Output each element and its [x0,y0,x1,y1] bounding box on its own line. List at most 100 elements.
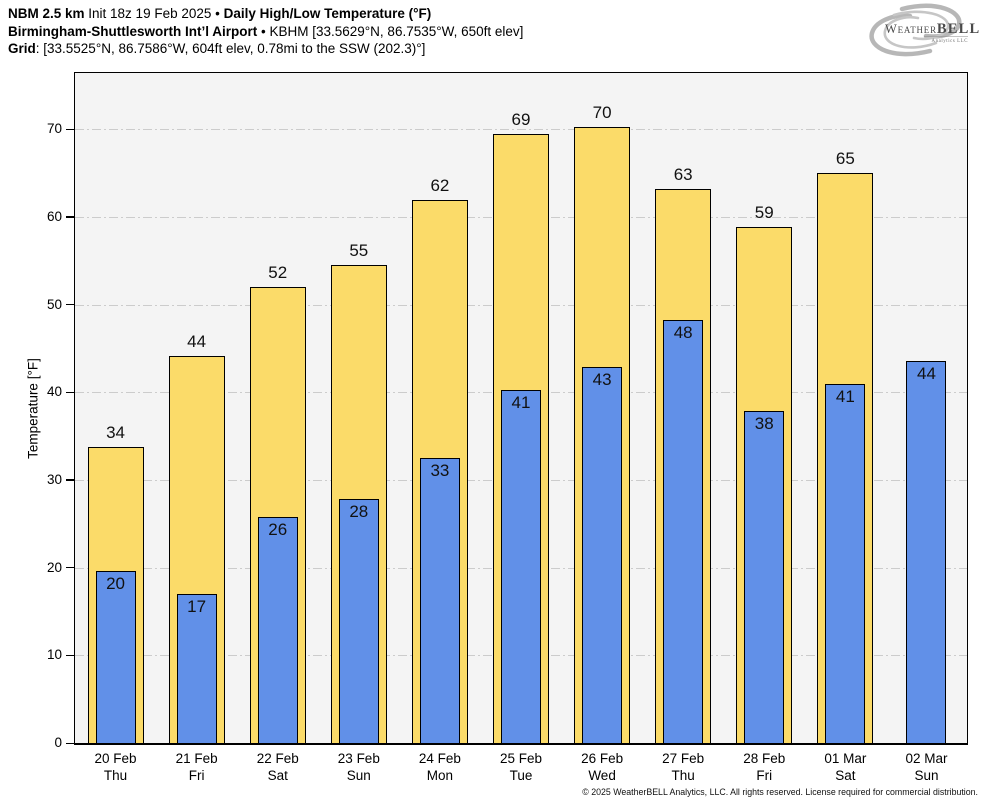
y-tick-label: 30 [46,471,62,487]
x-axis-date: 27 Feb [662,751,705,766]
bar-low [582,366,623,743]
low-value-label: 44 [916,363,936,383]
x-axis-day: Fri [188,768,205,783]
weatherbell-logo: WeatherBELL Analytics LLC [862,2,980,58]
x-axis-date: 02 Mar [905,751,948,766]
x-axis-day: Sat [835,768,856,783]
x-axis-day: Sat [267,768,288,783]
y-tick-mark [66,391,74,393]
low-value-label: 41 [835,387,855,407]
bar-low [338,499,379,743]
high-value-label: 59 [754,203,774,223]
high-value-label: 69 [511,110,531,130]
y-tick-label: 60 [46,208,62,224]
x-axis-label: 20 Feb Thu [75,750,157,784]
x-axis-day: Sun [346,768,371,783]
low-value-label: 33 [430,461,450,480]
init-time: Init 18z 19 Feb 2025 • [84,6,224,21]
x-axis-label: 23 Feb Sun [318,750,400,784]
bar-low [95,571,136,743]
x-axis-date: 21 Feb [175,751,218,766]
x-axis-day: Mon [426,768,454,783]
y-tick-label: 50 [46,296,62,312]
high-value-label: 70 [592,102,612,122]
low-value-label: 17 [187,596,207,616]
x-axis-day: Thu [671,768,695,783]
header-line-3: Grid: [33.5525°N, 86.7586°W, 604ft elev,… [8,40,523,58]
high-value-label: 44 [187,332,207,352]
x-axis-date: 26 Feb [581,751,624,766]
logo-subtext: Analytics LLC [932,39,968,44]
y-tick-mark [66,567,74,569]
x-axis-date: 23 Feb [337,751,380,766]
grid-details: : [33.5525°N, 86.7586°W, 604ft elev, 0.7… [35,41,426,56]
station-name: Birmingham-Shuttlesworth Int’l Airport [8,23,258,39]
x-axis-label: 25 Feb Tue [480,750,562,784]
x-axis-label: 02 Mar Sun [885,750,967,784]
product-title: Daily High/Low Temperature (°F) [223,6,432,21]
x-axis-label: 24 Feb Mon [399,750,481,784]
high-value-label: 65 [835,148,855,168]
y-tick-mark [66,742,74,744]
x-axis-date: 01 Mar [824,751,867,766]
y-tick-mark [66,216,74,218]
high-value-label: 34 [106,422,125,442]
high-value-label: 52 [268,262,288,282]
low-value-label: 28 [349,502,369,522]
y-tick-label: 20 [46,559,62,575]
y-tick-mark [66,654,74,657]
x-axis-label: 21 Feb Fri [156,750,238,784]
x-axis-label: 28 Feb Fri [723,750,805,784]
x-axis-label: 01 Mar Sat [804,750,886,784]
low-value-label: 48 [673,323,693,343]
x-axis-day: Fri [756,768,773,783]
low-value-label: 38 [754,413,774,433]
x-axis-day: Sun [914,768,939,783]
x-axis-label: 26 Feb Wed [561,750,643,784]
y-tick-mark [66,128,74,130]
bar-low [501,389,541,743]
y-tick-mark [66,304,74,306]
x-axis-day: Tue [509,768,533,783]
x-axis-day: Thu [103,768,128,783]
bar-low [663,320,704,743]
x-axis-label: 27 Feb Thu [642,750,724,784]
low-value-label: 43 [592,369,612,389]
header-line-2: Birmingham-Shuttlesworth Int’l Airport •… [8,23,523,41]
grid-label: Grid [8,41,36,56]
chart-header: NBM 2.5 km Init 18z 19 Feb 2025 • Daily … [8,5,523,58]
bar-low [744,410,785,743]
x-axis-date: 22 Feb [256,751,299,766]
hurricane-swirl-icon: WeatherBELL Analytics LLC [869,3,979,57]
x-axis-day: Wed [588,768,616,783]
model-name: NBM 2.5 km [8,6,85,21]
low-value-label: 20 [106,574,125,594]
x-axis-label: 22 Feb Sat [237,750,319,784]
station-details: • KBHM [33.5629°N, 86.7535°W, 650ft elev… [257,23,524,39]
y-tick-label: 70 [46,121,62,137]
low-value-label: 26 [268,519,288,539]
y-tick-label: 10 [46,647,62,663]
bar-low [825,384,866,743]
low-value-label: 41 [511,392,531,412]
high-value-label: 62 [430,176,450,196]
bar-low [906,360,947,743]
gridline-70 [75,129,967,131]
bar-low [176,593,217,743]
y-tick-label: 40 [46,384,62,400]
bar-low [419,458,460,743]
bar-low [257,516,298,743]
x-axis-date: 20 Feb [94,751,137,766]
y-tick-mark [66,479,74,481]
x-axis-date: 25 Feb [499,751,543,766]
y-axis-title: Temperature [°F] [25,358,41,459]
y-tick-label: 0 [54,735,62,750]
high-value-label: 63 [673,164,693,184]
header-line-1: NBM 2.5 km Init 18z 19 Feb 2025 • Daily … [8,5,523,23]
high-value-label: 55 [349,241,369,261]
x-axis-date: 24 Feb [418,751,461,766]
x-axis-date: 28 Feb [743,751,786,766]
plot-area: 34 20 44 17 52 26 55 28 62 33 69 41 70 43 63 48 59 38 65 41… [74,72,968,745]
copyright-footer: © 2025 WeatherBELL Analytics, LLC. All r… [582,787,978,797]
